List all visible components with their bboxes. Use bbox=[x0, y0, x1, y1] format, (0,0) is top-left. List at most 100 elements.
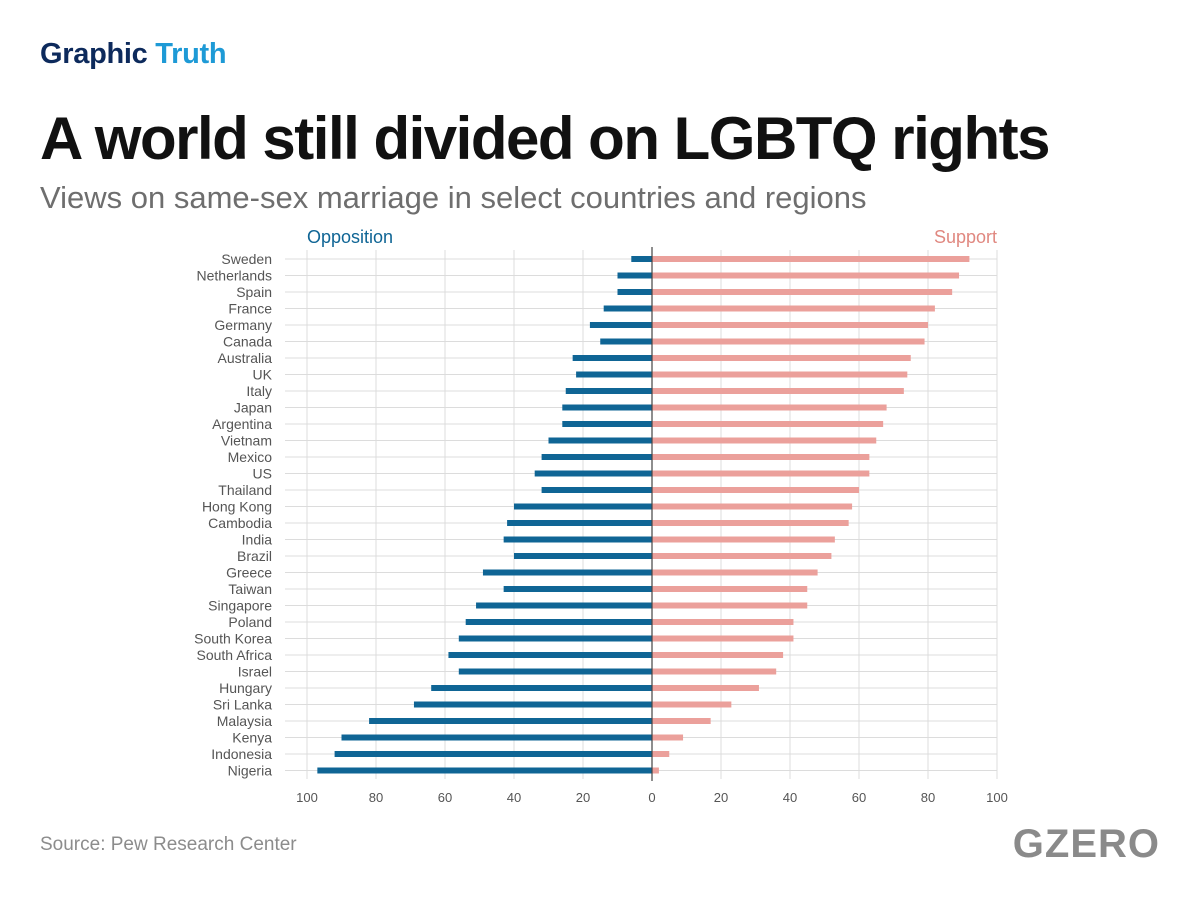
x-tick-label: 100 bbox=[296, 790, 318, 805]
support-bar bbox=[652, 701, 732, 708]
category-label: Spain bbox=[236, 284, 272, 300]
brand-truth: Truth bbox=[155, 38, 227, 70]
x-tick-labels: 100 80 60 40 20 0 20 40 60 80 100 bbox=[296, 790, 1008, 805]
opposition-bar bbox=[631, 256, 652, 262]
category-label: Australia bbox=[218, 350, 273, 366]
support-bar bbox=[652, 256, 970, 262]
category-label: South Africa bbox=[197, 647, 273, 663]
category-label: Indonesia bbox=[211, 746, 272, 762]
category-label: Germany bbox=[214, 317, 272, 333]
support-bar bbox=[652, 569, 818, 576]
support-bar bbox=[652, 536, 835, 543]
support-bar bbox=[652, 503, 853, 510]
category-labels: SwedenNetherlandsSpainFranceGermanyCanad… bbox=[194, 251, 273, 779]
category-label: Mexico bbox=[228, 449, 273, 465]
opposition-bar bbox=[465, 619, 652, 625]
category-label: Greece bbox=[226, 565, 272, 581]
support-bar bbox=[652, 520, 849, 526]
x-tick-label: 80 bbox=[369, 790, 383, 805]
category-label: US bbox=[253, 466, 272, 482]
gzero-logo: GZERO bbox=[1012, 822, 1160, 866]
opposition-bar bbox=[541, 454, 652, 460]
opposition-bar bbox=[603, 305, 652, 312]
support-bar bbox=[652, 305, 935, 312]
legend-opposition: Opposition bbox=[307, 227, 393, 247]
opposition-bar bbox=[503, 536, 652, 543]
support-bar bbox=[652, 322, 928, 328]
support-bar bbox=[652, 371, 908, 378]
x-tick-label: 20 bbox=[576, 790, 590, 805]
category-label: Netherlands bbox=[197, 268, 273, 284]
support-bar bbox=[652, 767, 659, 774]
opposition-bar bbox=[507, 520, 652, 526]
support-bar bbox=[652, 454, 870, 460]
opposition-bar bbox=[514, 553, 652, 559]
opposition-bar bbox=[576, 371, 652, 378]
support-bar bbox=[652, 421, 884, 427]
opposition-bar bbox=[369, 718, 652, 724]
category-label: Argentina bbox=[212, 416, 272, 432]
category-label: Cambodia bbox=[208, 515, 272, 531]
support-bar bbox=[652, 470, 870, 477]
grid-lines bbox=[285, 250, 998, 779]
support-bar bbox=[652, 289, 953, 295]
opposition-bar bbox=[317, 767, 652, 774]
category-label: Italy bbox=[246, 383, 272, 399]
category-label: Brazil bbox=[237, 548, 272, 564]
support-bar bbox=[652, 619, 794, 625]
x-tick-label: 20 bbox=[714, 790, 728, 805]
x-tick-label: 80 bbox=[921, 790, 935, 805]
x-tick-label: 40 bbox=[783, 790, 797, 805]
x-tick-label: 0 bbox=[648, 790, 655, 805]
category-label: France bbox=[228, 301, 272, 317]
category-label: Japan bbox=[234, 400, 272, 416]
bars bbox=[317, 256, 970, 774]
support-bar bbox=[652, 437, 877, 444]
opposition-bar bbox=[476, 602, 652, 609]
chart-title: A world still divided on LGBTQ rights bbox=[40, 105, 1050, 172]
opposition-bar bbox=[534, 470, 652, 477]
opposition-bar bbox=[458, 635, 652, 642]
opposition-bar bbox=[334, 751, 652, 757]
opposition-bar bbox=[600, 338, 652, 345]
category-label: Kenya bbox=[232, 730, 272, 746]
x-tick-label: 60 bbox=[438, 790, 452, 805]
support-bar bbox=[652, 338, 925, 345]
category-label: Israel bbox=[238, 664, 272, 680]
source-note: Source: Pew Research Center bbox=[40, 834, 297, 855]
x-tick-label: 40 bbox=[507, 790, 521, 805]
support-bar bbox=[652, 388, 904, 394]
opposition-bar bbox=[565, 388, 652, 394]
support-bar bbox=[652, 586, 808, 592]
category-label: Taiwan bbox=[228, 581, 272, 597]
opposition-bar bbox=[589, 322, 652, 328]
opposition-bar bbox=[562, 421, 652, 427]
opposition-bar bbox=[448, 652, 652, 658]
opposition-bar bbox=[503, 586, 652, 592]
category-label: Poland bbox=[228, 614, 272, 630]
support-bar bbox=[652, 404, 887, 411]
opposition-bar bbox=[482, 569, 652, 576]
category-label: Hong Kong bbox=[202, 499, 272, 515]
brand-graphic: Graphic bbox=[40, 38, 148, 70]
category-label: Sweden bbox=[221, 251, 272, 267]
category-label: UK bbox=[253, 367, 273, 383]
support-bar bbox=[652, 355, 911, 361]
support-bar bbox=[652, 751, 670, 757]
opposition-bar bbox=[341, 734, 652, 741]
opposition-bar bbox=[548, 437, 652, 444]
category-label: Malaysia bbox=[217, 713, 272, 729]
x-tick-label: 60 bbox=[852, 790, 866, 805]
category-label: Hungary bbox=[219, 680, 272, 696]
support-bar bbox=[652, 602, 808, 609]
category-label: Sri Lanka bbox=[213, 697, 272, 713]
opposition-bar bbox=[617, 272, 652, 279]
support-bar bbox=[652, 635, 794, 642]
support-bar bbox=[652, 668, 777, 675]
category-label: Singapore bbox=[208, 598, 272, 614]
opposition-bar bbox=[562, 404, 652, 411]
opposition-bar bbox=[541, 487, 652, 493]
support-bar bbox=[652, 734, 684, 741]
category-label: Vietnam bbox=[221, 433, 272, 449]
